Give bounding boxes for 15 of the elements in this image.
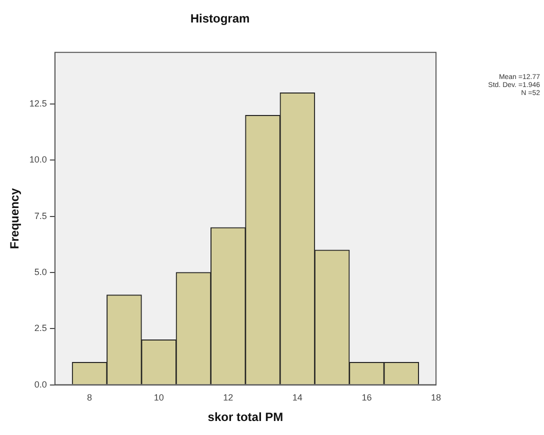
x-tick-label: 8 bbox=[87, 392, 92, 403]
x-tick-label: 14 bbox=[292, 392, 302, 403]
x-tick-label: 18 bbox=[430, 392, 442, 403]
y-tick-label: 10.0 bbox=[29, 154, 47, 165]
chart-title: Histogram bbox=[190, 12, 250, 26]
y-tick-label: 5.0 bbox=[34, 266, 47, 277]
y-tick-label: 12.5 bbox=[29, 98, 47, 109]
x-axis-title: skor total PM bbox=[208, 410, 284, 424]
y-tick-label: 0.0 bbox=[34, 379, 47, 390]
y-axis-title: Frequency bbox=[8, 188, 22, 249]
y-tick-label: 2.5 bbox=[34, 323, 47, 334]
x-tick-label: 16 bbox=[362, 392, 372, 403]
x-tick-label: 10 bbox=[154, 392, 164, 403]
x-tick-label: 12 bbox=[223, 392, 234, 403]
y-tick-label: 7.5 bbox=[34, 210, 47, 221]
